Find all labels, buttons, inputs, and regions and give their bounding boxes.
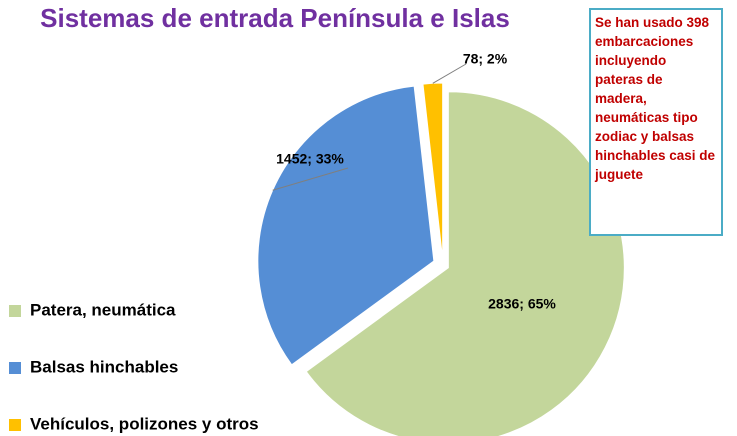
data-label: 1452; 33% bbox=[276, 151, 344, 167]
leader-line bbox=[272, 167, 349, 191]
data-label: 78; 2% bbox=[463, 51, 508, 67]
annotation: Se han usado 398 embarcaciones incluyend… bbox=[589, 8, 723, 236]
legend-swatch bbox=[9, 362, 21, 374]
pie-slice bbox=[422, 82, 444, 260]
pie-slice bbox=[257, 85, 435, 366]
legend-label: Vehículos, polizones y otros bbox=[30, 414, 259, 433]
leader-line bbox=[432, 63, 467, 84]
legend-swatch bbox=[9, 305, 21, 317]
legend-label: Patera, neumática bbox=[30, 300, 176, 319]
pie-slice bbox=[305, 91, 625, 436]
data-label: 2836; 65% bbox=[488, 296, 556, 312]
legend-swatch bbox=[9, 419, 21, 431]
chart-title: Sistemas de entrada Península e Islas bbox=[40, 3, 510, 33]
legend-label: Balsas hinchables bbox=[30, 357, 178, 376]
